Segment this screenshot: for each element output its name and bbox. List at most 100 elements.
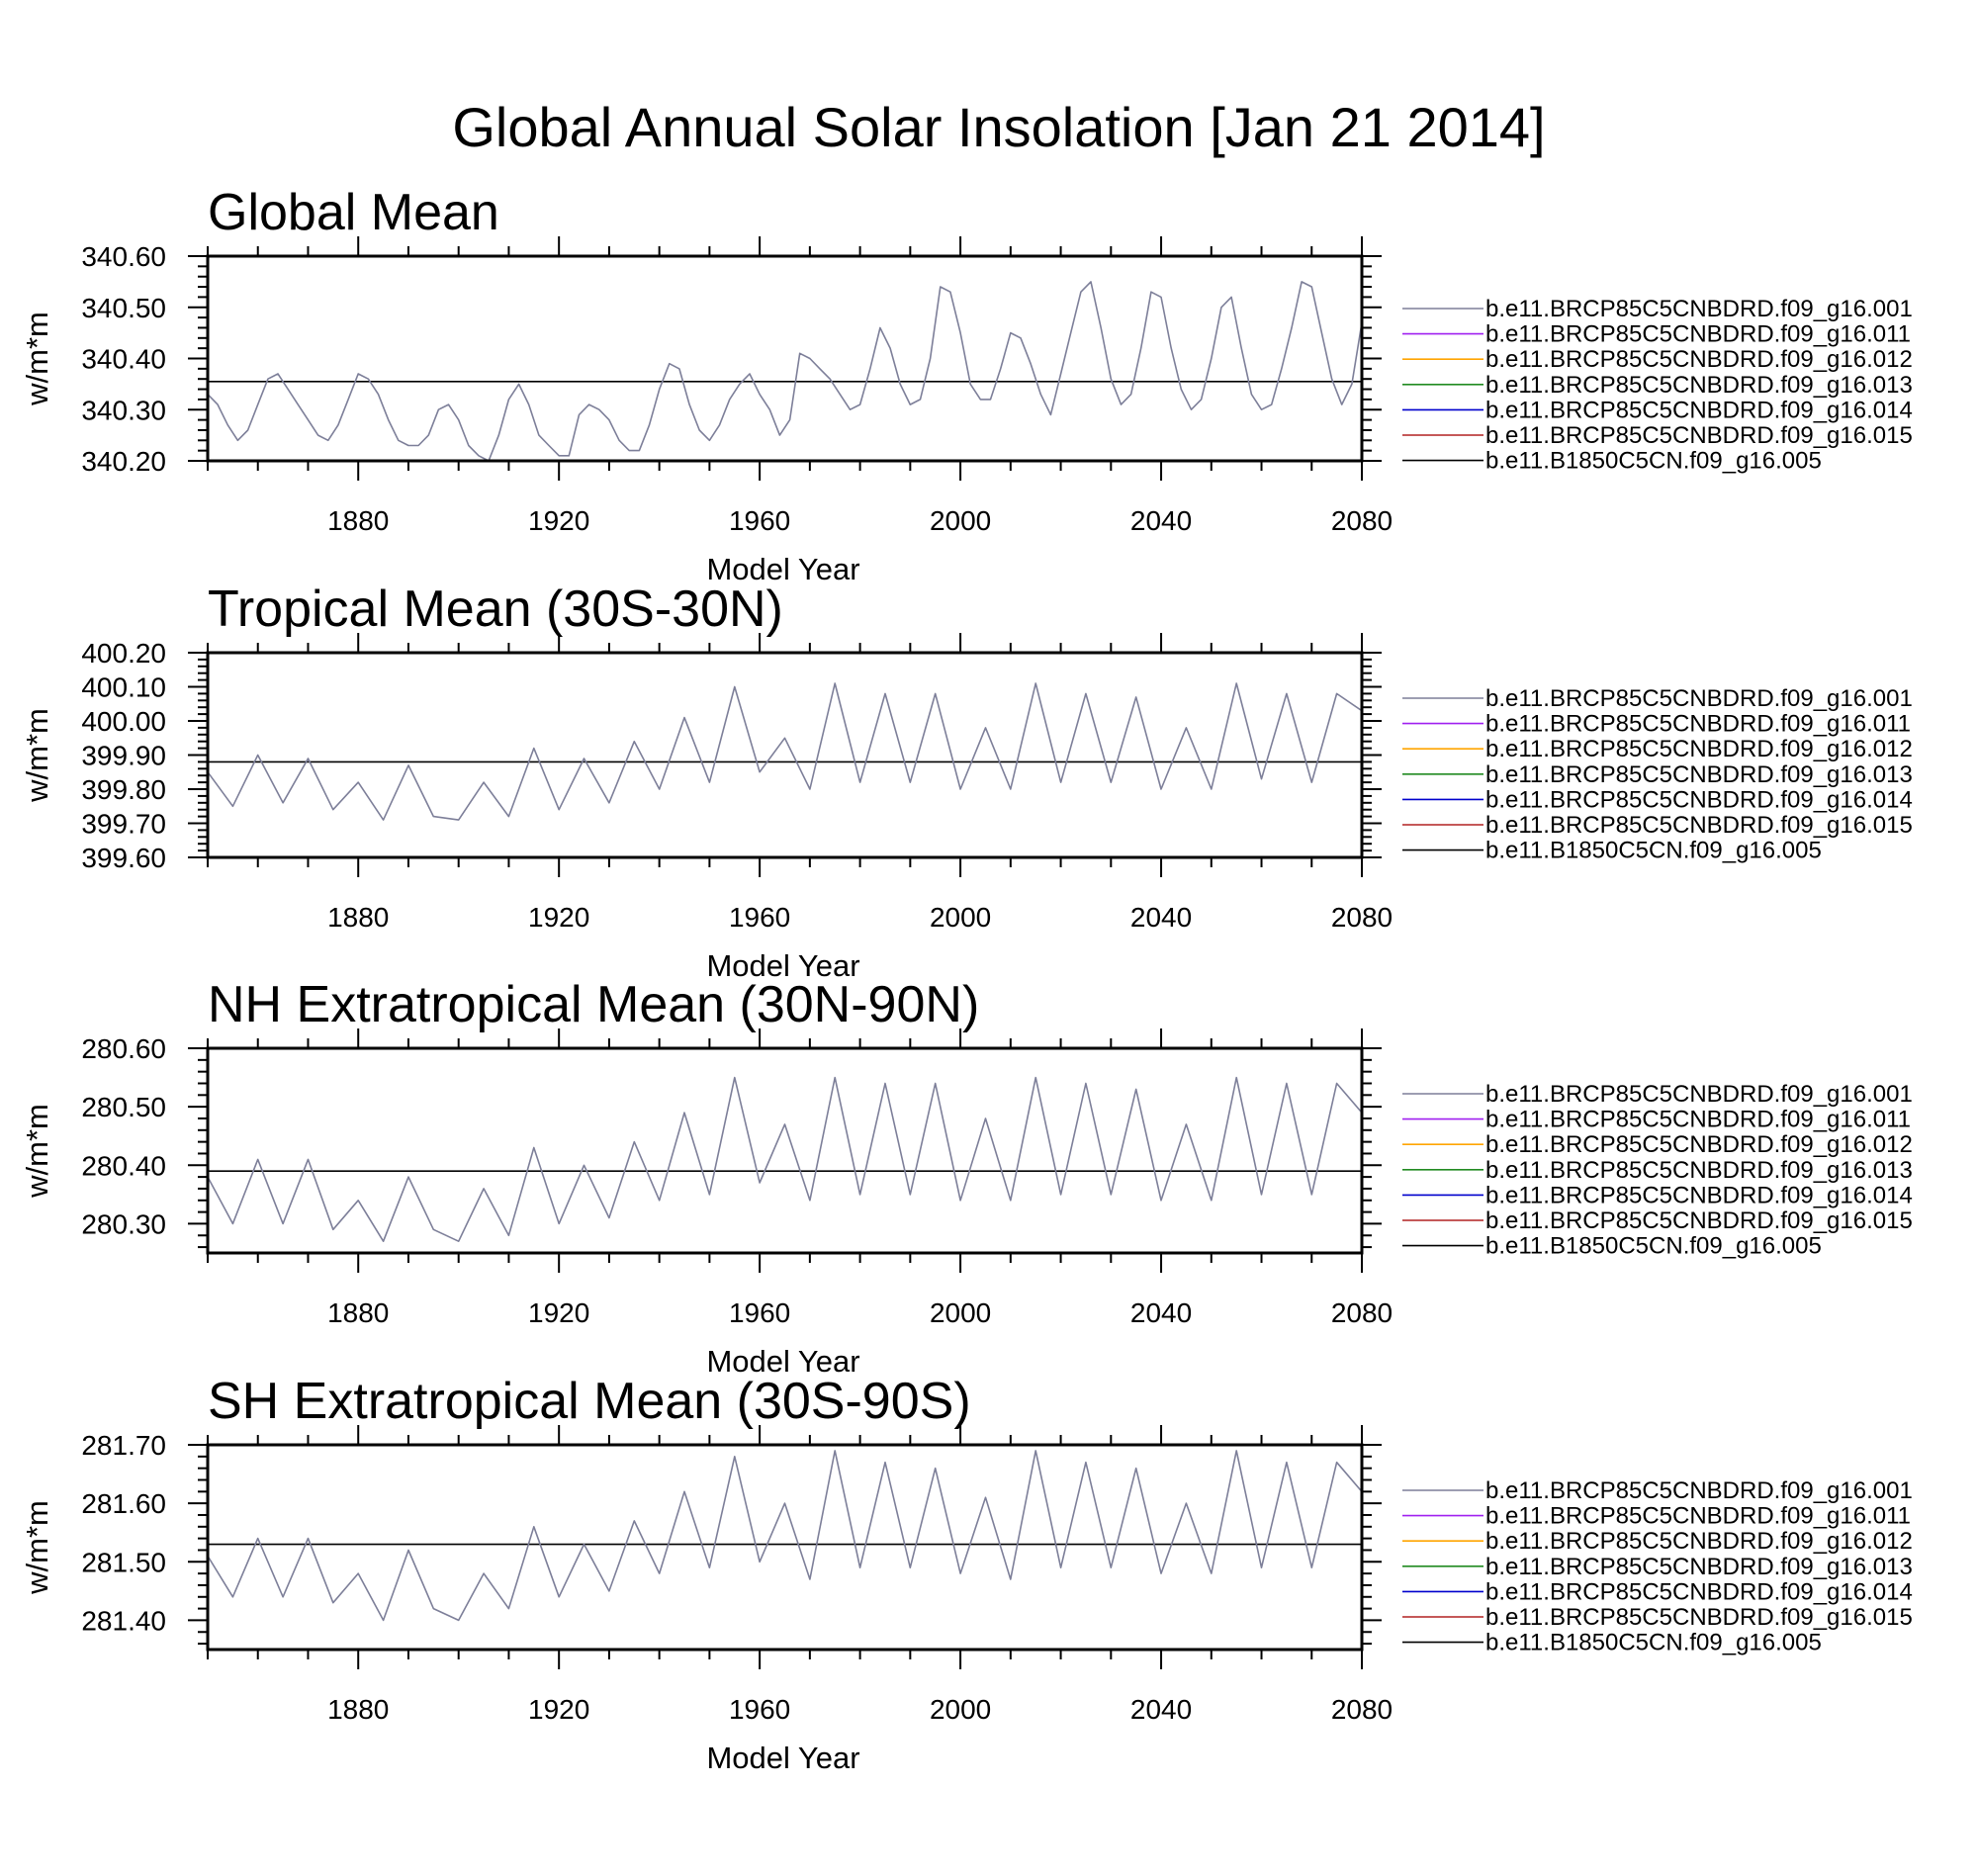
x-axis-label: Model Year (706, 1741, 859, 1775)
x-tick-label: 2080 (1331, 1694, 1393, 1725)
x-tick-label: 1880 (327, 1297, 389, 1328)
legend-label: b.e11.BRCP85C5CNBDRD.f09_g16.013 (1485, 1157, 1913, 1184)
x-tick-label: 2040 (1130, 505, 1192, 536)
legend-label: b.e11.BRCP85C5CNBDRD.f09_g16.012 (1485, 1131, 1913, 1158)
legend-label: b.e11.BRCP85C5CNBDRD.f09_g16.012 (1485, 736, 1913, 762)
legend-label: b.e11.BRCP85C5CNBDRD.f09_g16.001 (1485, 1477, 1913, 1504)
y-tick-label: 280.30 (81, 1208, 166, 1239)
legend-label: b.e11.BRCP85C5CNBDRD.f09_g16.013 (1485, 372, 1913, 399)
series-line (208, 281, 1362, 461)
y-tick-label: 399.80 (81, 774, 166, 805)
panel-title: SH Extratropical Mean (30S-90S) (208, 1373, 971, 1430)
x-tick-label: 1960 (729, 505, 790, 536)
panel-2: Tropical Mean (30S-30N) w/m*m Model Year 18… (20, 581, 1913, 983)
series-line (208, 682, 1362, 821)
plot-frame (206, 254, 1364, 463)
y-tick-label: 340.40 (81, 344, 166, 375)
y-tick-label: 340.20 (81, 446, 166, 477)
legend-label: b.e11.BRCP85C5CNBDRD.f09_g16.011 (1485, 1503, 1911, 1530)
x-tick-label: 2040 (1130, 1297, 1192, 1328)
legend-label: b.e11.BRCP85C5CNBDRD.f09_g16.011 (1485, 711, 1911, 738)
legend-label: b.e11.BRCP85C5CNBDRD.f09_g16.011 (1485, 1107, 1911, 1133)
legend-label: b.e11.BRCP85C5CNBDRD.f09_g16.014 (1485, 786, 1913, 813)
x-tick-label: 1960 (729, 1297, 790, 1328)
legend-label: b.e11.BRCP85C5CNBDRD.f09_g16.001 (1485, 296, 1913, 322)
legend-label: b.e11.BRCP85C5CNBDRD.f09_g16.012 (1485, 1528, 1913, 1555)
main-title: Global Annual Solar Insolation [Jan 21 2… (452, 96, 1545, 158)
legend-label: b.e11.BRCP85C5CNBDRD.f09_g16.015 (1485, 1604, 1913, 1631)
legend-label: b.e11.B1850C5CN.f09_g16.005 (1485, 838, 1822, 864)
y-tick-label: 399.90 (81, 741, 166, 771)
legend: b.e11.BRCP85C5CNBDRD.f09_g16.001b.e11.BR… (1402, 685, 1913, 864)
legend-label: b.e11.BRCP85C5CNBDRD.f09_g16.011 (1485, 321, 1911, 348)
y-tick-label: 280.60 (81, 1033, 166, 1064)
panel-title: Tropical Mean (30S-30N) (208, 581, 783, 638)
y-tick-label: 281.60 (81, 1488, 166, 1519)
plot-frame (206, 1046, 1364, 1255)
legend-label: b.e11.BRCP85C5CNBDRD.f09_g16.014 (1485, 397, 1913, 423)
legend-label: b.e11.BRCP85C5CNBDRD.f09_g16.013 (1485, 1554, 1913, 1580)
x-tick-label: 2000 (930, 1694, 991, 1725)
y-tick-label: 399.60 (81, 843, 166, 873)
y-tick-label: 340.50 (81, 293, 166, 323)
series-line (208, 1076, 1362, 1242)
plot-frame (206, 1443, 1364, 1652)
x-tick-label: 2000 (930, 1297, 991, 1328)
y-tick-label: 280.50 (81, 1092, 166, 1122)
x-tick-label: 2000 (930, 902, 991, 933)
legend-label: b.e11.BRCP85C5CNBDRD.f09_g16.001 (1485, 1081, 1913, 1108)
x-tick-label: 2040 (1130, 902, 1192, 933)
x-tick-label: 1920 (528, 1297, 589, 1328)
panel-title: NH Extratropical Mean (30N-90N) (208, 976, 979, 1033)
legend-label: b.e11.BRCP85C5CNBDRD.f09_g16.013 (1485, 761, 1913, 788)
y-tick-label: 340.30 (81, 395, 166, 425)
x-tick-label: 1920 (528, 1694, 589, 1725)
legend-label: b.e11.BRCP85C5CNBDRD.f09_g16.015 (1485, 422, 1913, 449)
legend-label: b.e11.BRCP85C5CNBDRD.f09_g16.014 (1485, 1578, 1913, 1605)
legend-label: b.e11.BRCP85C5CNBDRD.f09_g16.014 (1485, 1182, 1913, 1208)
legend-label: b.e11.BRCP85C5CNBDRD.f09_g16.015 (1485, 812, 1913, 839)
x-tick-label: 2080 (1331, 902, 1393, 933)
x-tick-label: 1880 (327, 505, 389, 536)
x-tick-label: 1880 (327, 902, 389, 933)
x-tick-label: 1920 (528, 505, 589, 536)
y-tick-label: 281.70 (81, 1430, 166, 1461)
panel-title: Global Mean (208, 184, 499, 241)
plot-frame (206, 651, 1364, 859)
x-tick-label: 1960 (729, 1694, 790, 1725)
y-axis-label: w/m*m (20, 1104, 54, 1199)
panel-3: NH Extratropical Mean (30N-90N) w/m*m Mode… (20, 976, 1913, 1379)
legend-label: b.e11.BRCP85C5CNBDRD.f09_g16.001 (1485, 685, 1913, 712)
x-tick-label: 1880 (327, 1694, 389, 1725)
y-tick-label: 400.00 (81, 706, 166, 737)
legend: b.e11.BRCP85C5CNBDRD.f09_g16.001b.e11.BR… (1402, 1477, 1913, 1656)
panels: Global Mean w/m*m Model Year 1880 1920 1960 20… (20, 184, 1913, 1775)
x-axis-label: Model Year (706, 948, 859, 983)
y-tick-label: 400.10 (81, 672, 166, 703)
y-tick-label: 280.40 (81, 1150, 166, 1181)
x-tick-label: 2000 (930, 505, 991, 536)
x-tick-label: 1960 (729, 902, 790, 933)
x-axis-label: Model Year (706, 552, 859, 586)
legend-label: b.e11.B1850C5CN.f09_g16.005 (1485, 1233, 1822, 1260)
x-tick-label: 2080 (1331, 1297, 1393, 1328)
y-tick-label: 281.50 (81, 1547, 166, 1577)
y-tick-label: 400.20 (81, 638, 166, 669)
y-axis-label: w/m*m (20, 312, 54, 406)
legend-label: b.e11.B1850C5CN.f09_g16.005 (1485, 448, 1822, 475)
x-tick-label: 2040 (1130, 1694, 1192, 1725)
y-axis-label: w/m*m (20, 708, 54, 803)
series-line (208, 1450, 1362, 1622)
x-axis-label: Model Year (706, 1344, 859, 1379)
y-tick-label: 399.70 (81, 809, 166, 840)
panel-1: Global Mean w/m*m Model Year 1880 1920 1960 20… (20, 184, 1913, 586)
legend-label: b.e11.BRCP85C5CNBDRD.f09_g16.015 (1485, 1207, 1913, 1234)
legend: b.e11.BRCP85C5CNBDRD.f09_g16.001b.e11.BR… (1402, 1081, 1913, 1260)
legend-label: b.e11.BRCP85C5CNBDRD.f09_g16.012 (1485, 346, 1913, 373)
y-tick-label: 281.40 (81, 1605, 166, 1636)
legend-label: b.e11.B1850C5CN.f09_g16.005 (1485, 1630, 1822, 1656)
panel-4: SH Extratropical Mean (30S-90S) w/m*m Mode… (20, 1373, 1913, 1775)
y-axis-label: w/m*m (20, 1500, 54, 1595)
x-tick-label: 2080 (1331, 505, 1393, 536)
